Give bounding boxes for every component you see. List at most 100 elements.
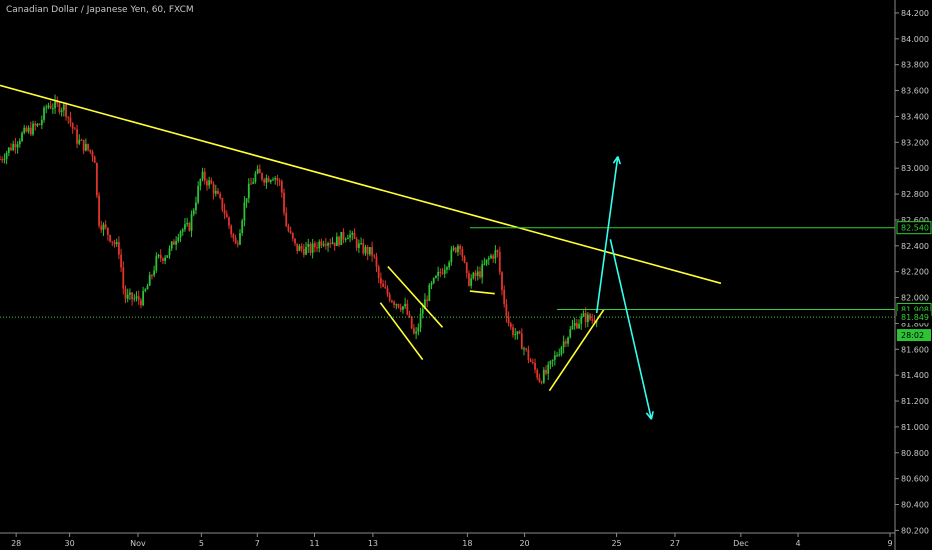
candle-body <box>230 225 233 235</box>
candle-body <box>146 285 149 290</box>
candle-body <box>569 329 572 338</box>
candle-body <box>177 237 180 241</box>
candle-body <box>142 291 145 306</box>
candle-body <box>10 147 12 151</box>
price-tick-label: 80.200 <box>901 526 929 535</box>
candle-body <box>534 362 536 370</box>
candle-body <box>151 275 153 277</box>
candle-body <box>435 275 437 278</box>
candle-body <box>38 123 41 125</box>
candle-body <box>520 333 523 350</box>
candle-body <box>212 183 215 194</box>
candle-body <box>586 314 589 323</box>
candle-body <box>410 316 413 329</box>
candle-body <box>73 128 76 130</box>
chart-title: Canadian Dollar / Japanese Yen, 60, FXCM <box>6 5 194 15</box>
candle-body <box>338 236 340 246</box>
candle-body <box>567 337 569 344</box>
countdown-tag <box>897 329 931 342</box>
candle-body <box>503 289 506 305</box>
candle-body <box>133 298 136 300</box>
candle-body <box>201 171 204 180</box>
price-tick-label: 84.200 <box>901 9 929 18</box>
candle-body <box>415 331 418 334</box>
candle-body <box>439 271 442 273</box>
candle-body <box>60 110 63 113</box>
candle-body <box>364 247 367 254</box>
price-tick-label: 82.000 <box>901 294 929 303</box>
candle-body <box>472 272 475 279</box>
candle-body <box>492 255 495 259</box>
candle-body <box>518 331 521 334</box>
candle-body <box>3 159 6 161</box>
candle-body <box>340 232 343 246</box>
candle-body <box>192 210 195 215</box>
candle-body <box>175 240 178 245</box>
candle-body <box>446 267 448 270</box>
candle-body <box>236 243 239 245</box>
candle-body <box>265 177 268 183</box>
candle-body <box>135 296 138 299</box>
candle-body <box>342 232 345 240</box>
candle-body <box>49 105 52 109</box>
candle-body <box>485 259 488 264</box>
candle-body <box>384 286 387 289</box>
candle-body <box>417 327 420 332</box>
price-tick-label: 81.600 <box>901 345 929 354</box>
level-price-label: 82.540 <box>901 224 929 233</box>
candle-body <box>501 272 503 290</box>
candle-body <box>234 237 237 244</box>
candle-body <box>516 331 519 335</box>
candle-body <box>391 300 393 303</box>
trendline <box>379 302 424 361</box>
candle-body <box>498 251 501 273</box>
candle-body <box>351 232 354 235</box>
price-tick-label: 80.400 <box>901 501 929 510</box>
candle-body <box>228 217 230 226</box>
candle-body <box>505 304 508 317</box>
candle-body <box>525 348 528 350</box>
candle-body <box>461 248 464 257</box>
candle-body <box>223 209 226 214</box>
candle-body <box>186 222 189 225</box>
time-tick-label: Nov <box>130 539 146 548</box>
candle-body <box>496 250 499 252</box>
candle-body <box>481 264 484 278</box>
trendline <box>0 84 722 285</box>
candle-body <box>89 149 92 152</box>
candle-body <box>84 143 87 151</box>
candle-body <box>131 292 134 300</box>
candle-body <box>470 278 473 286</box>
candle-body <box>393 302 396 305</box>
candle-body <box>346 237 349 240</box>
candle-body <box>43 107 45 120</box>
candle-body <box>573 322 576 326</box>
candle-body <box>243 202 246 221</box>
candle-body <box>452 247 455 250</box>
candle-body <box>197 185 200 203</box>
candle-body <box>386 288 389 295</box>
candle-body <box>294 238 296 244</box>
candle-body <box>12 143 15 151</box>
candle-body <box>490 255 492 259</box>
candle-body <box>250 183 252 185</box>
candle-body <box>300 246 303 249</box>
candle-body <box>494 250 497 259</box>
candle-body <box>219 193 222 198</box>
candle-body <box>210 180 213 184</box>
candle-body <box>47 105 50 108</box>
candle-body <box>5 152 8 160</box>
candle-body <box>357 243 360 248</box>
candle-body <box>129 292 131 295</box>
candle-body <box>483 263 486 265</box>
candle-body <box>179 231 182 238</box>
candle-body <box>91 151 94 157</box>
price-tick-label: 80.800 <box>901 449 929 458</box>
time-tick-label: Dec <box>733 539 748 548</box>
candle-body <box>120 254 122 268</box>
candle-body <box>109 235 111 242</box>
candle-body <box>65 104 67 117</box>
candle-body <box>309 244 312 253</box>
candle-body <box>558 354 561 356</box>
